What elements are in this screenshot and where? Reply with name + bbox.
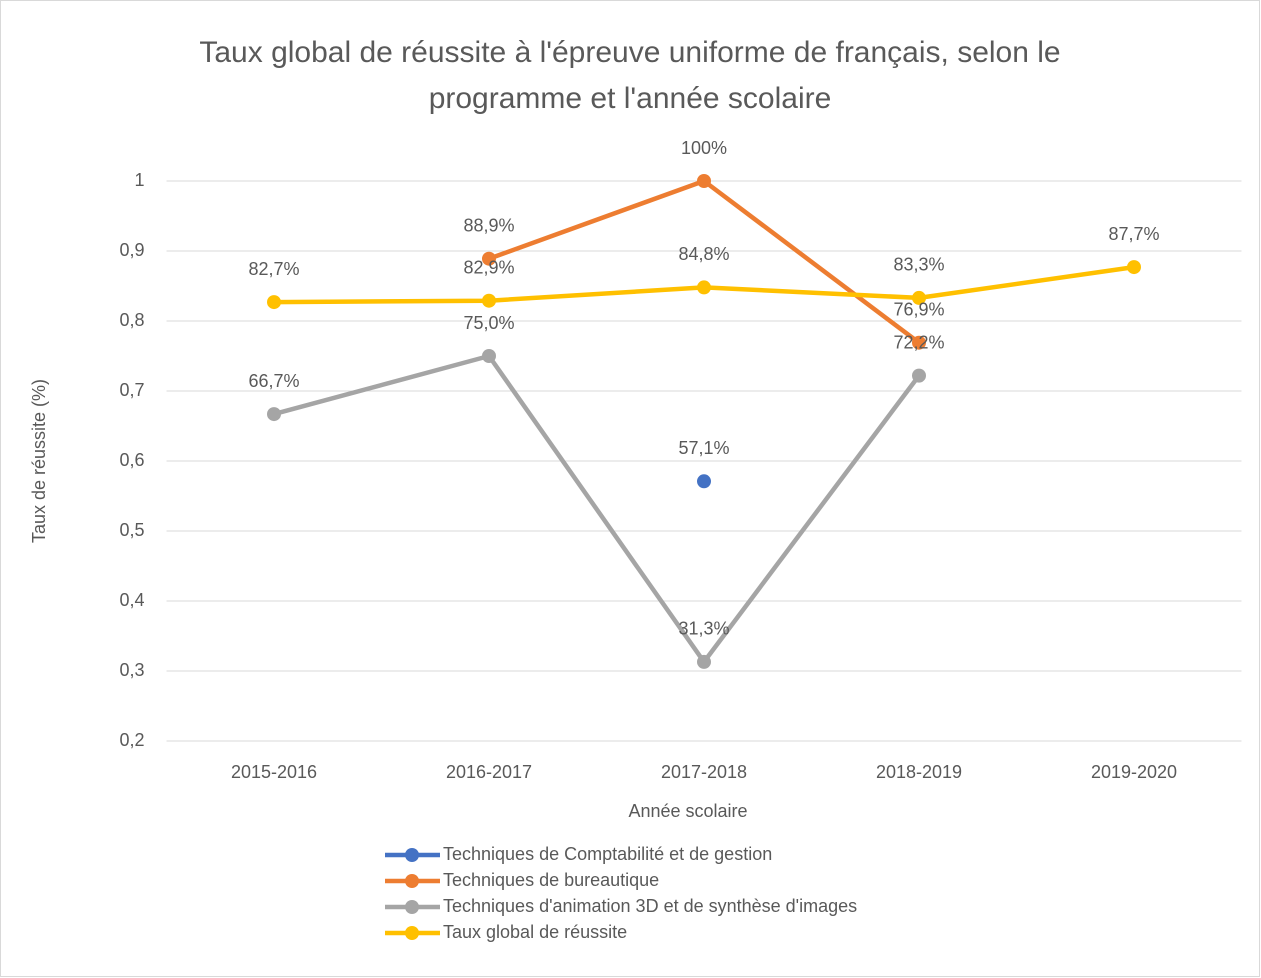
data-point (912, 368, 926, 383)
y-tick-label: 0,7 (119, 380, 144, 400)
data-label: 76,9% (893, 299, 944, 319)
data-label: 82,7% (248, 259, 299, 279)
data-label: 57,1% (678, 438, 729, 458)
y-tick-label: 0,3 (119, 660, 144, 680)
x-tick-label: 2015-2016 (231, 762, 317, 782)
data-label: 83,3% (893, 255, 944, 275)
legend-marker (405, 874, 419, 888)
data-point (1127, 260, 1141, 275)
x-tick-label: 2019-2020 (1091, 762, 1177, 782)
y-tick-label: 0,2 (119, 730, 144, 750)
y-tick-label: 0,4 (119, 590, 144, 610)
data-point (697, 280, 711, 295)
data-label: 75,0% (463, 313, 514, 333)
x-tick-label: 2017-2018 (661, 762, 747, 782)
data-label: 87,7% (1108, 224, 1159, 244)
x-tick-label: 2016-2017 (446, 762, 532, 782)
data-label: 88,9% (463, 215, 514, 235)
legend-marker (405, 848, 419, 862)
y-tick-label: 0,6 (119, 450, 144, 470)
series-line (271, 353, 922, 665)
y-tick-label: 0,9 (119, 240, 144, 260)
data-point (267, 407, 281, 422)
data-label: 82,9% (463, 257, 514, 277)
data-point (912, 290, 926, 305)
y-tick-label: 1 (134, 170, 144, 190)
legend-label: Techniques de Comptabilité et de gestion (443, 844, 772, 864)
data-point (697, 654, 711, 669)
data-point (482, 293, 496, 308)
data-label: 31,3% (678, 619, 729, 639)
data-point (482, 251, 496, 266)
legend-label: Techniques d'animation 3D et de synthèse… (443, 896, 857, 916)
legend-marker (405, 926, 419, 940)
data-point (912, 335, 926, 350)
data-point (482, 349, 496, 363)
y-tick-label: 0,5 (119, 520, 144, 540)
y-axis-label: Taux de réussite (%) (29, 379, 49, 543)
y-tick-label: 0,8 (119, 310, 144, 330)
data-label: 66,7% (248, 371, 299, 391)
legend-marker (405, 900, 419, 914)
data-point (697, 474, 711, 489)
data-point (697, 174, 711, 188)
legend-label: Taux global de réussite (443, 922, 627, 942)
data-label: 72,2% (893, 332, 944, 352)
x-axis-label: Année scolaire (628, 801, 747, 821)
x-tick-label: 2018-2019 (876, 762, 962, 782)
data-label: 100% (681, 138, 727, 158)
chart-title: Taux global de réussite à l'épreuve unif… (199, 36, 1061, 115)
data-point (267, 295, 281, 310)
data-label: 84,8% (678, 244, 729, 264)
legend-label: Techniques de bureautique (443, 870, 659, 890)
